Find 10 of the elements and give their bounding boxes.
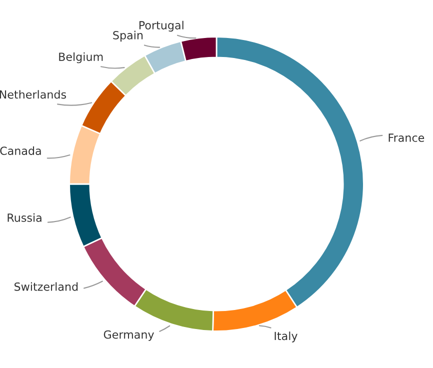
slice-label: Belgium bbox=[59, 52, 103, 64]
slice-label: Switzerland bbox=[14, 282, 78, 291]
slice-label: Netherlands bbox=[0, 90, 66, 99]
slice-label: Canada bbox=[0, 146, 41, 155]
slice-label: Spain bbox=[113, 30, 143, 42]
slice-label: Russia bbox=[8, 213, 42, 222]
slice-label: France bbox=[388, 134, 424, 142]
slice-label: Italy bbox=[274, 332, 298, 342]
slice-label: Portugal bbox=[139, 20, 184, 32]
slice-label: Germany bbox=[104, 330, 154, 341]
